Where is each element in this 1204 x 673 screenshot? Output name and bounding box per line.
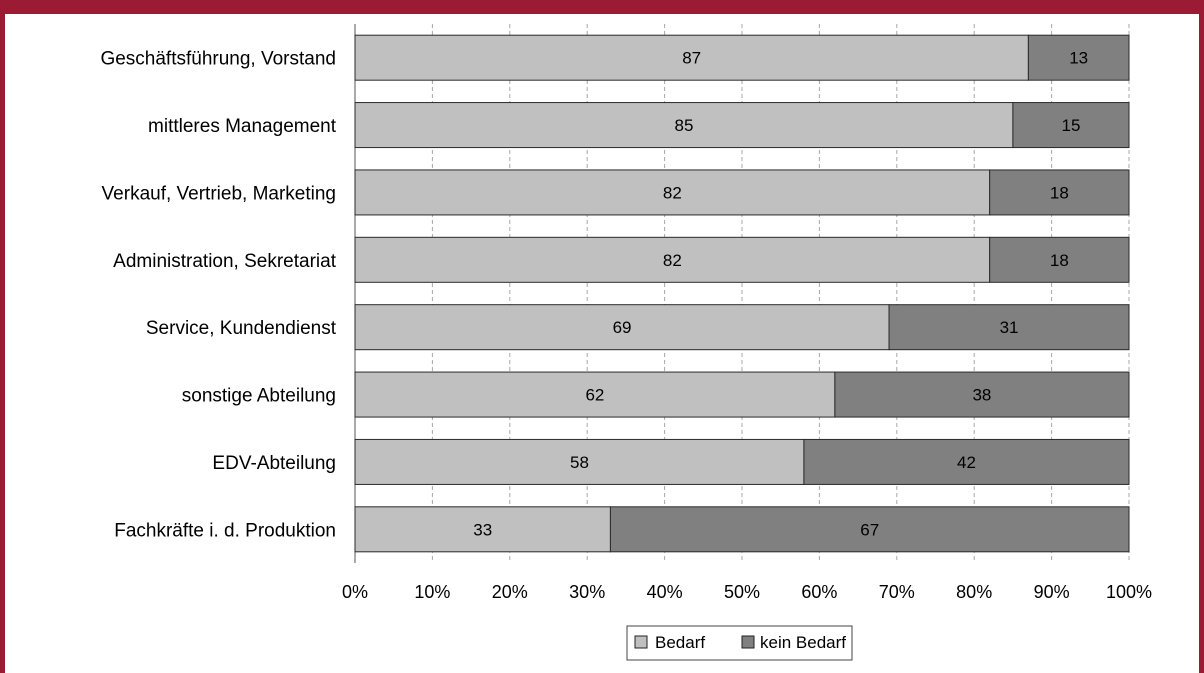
- x-tick-3: 30%: [569, 582, 605, 602]
- bar-bedarf-2: [354, 169, 991, 216]
- category-label-5: sonstige Abteilung: [182, 386, 336, 407]
- x-tick-7: 70%: [879, 582, 915, 602]
- data-label-kein-bedarf-5: 38: [972, 386, 991, 405]
- data-label-kein-bedarf-2: 18: [1050, 183, 1069, 202]
- category-labels: Geschäftsführung, Vorstand mittleres Mana…: [100, 49, 336, 542]
- legend-swatch-kein-bedarf: [741, 635, 755, 649]
- bar-kein-bedarf-3: [989, 236, 1130, 283]
- data-label-kein-bedarf-1: 15: [1061, 116, 1080, 135]
- x-tick-4: 40%: [647, 582, 683, 602]
- legend-box: [626, 625, 853, 661]
- bar-bedarf-5: [354, 371, 836, 418]
- x-tick-10: 100%: [1106, 582, 1152, 602]
- legend-swatch-bedarf: [634, 635, 648, 649]
- category-label-6: EDV-Abteilung: [212, 453, 336, 474]
- data-label-kein-bedarf-4: 31: [1000, 318, 1019, 337]
- bar-kein-bedarf-2: [989, 169, 1130, 216]
- category-label-7: Fachkräfte i. d. Produktion: [114, 520, 336, 541]
- x-tick-6: 60%: [801, 582, 837, 602]
- bar-kein-bedarf-6: [803, 438, 1130, 485]
- x-tick-2: 20%: [492, 582, 528, 602]
- bars: 87 13 85 15 82 18 82 18 69 31 62 38 58 42 33 67: [354, 34, 1130, 553]
- bar-bedarf-6: [354, 438, 805, 485]
- category-label-3: Administration, Sekretariat: [113, 251, 337, 272]
- category-label-4: Service, Kundendienst: [146, 318, 337, 339]
- category-label-0: Geschäftsführung, Vorstand: [100, 49, 336, 70]
- legend: Bedarf kein Bedarf: [626, 625, 853, 661]
- data-label-bedarf-5: 62: [585, 386, 604, 405]
- bar-bedarf-1: [354, 102, 1014, 149]
- x-tick-1: 10%: [414, 582, 450, 602]
- bar-kein-bedarf-5: [834, 371, 1130, 418]
- x-tick-0: 0%: [342, 582, 368, 602]
- data-label-kein-bedarf-7: 67: [860, 520, 879, 539]
- data-label-bedarf-1: 85: [674, 116, 693, 135]
- bar-kein-bedarf-1: [1012, 102, 1130, 149]
- legend-label-bedarf: Bedarf: [655, 633, 705, 652]
- data-label-bedarf-2: 82: [663, 183, 682, 202]
- bar-kein-bedarf-0: [1027, 34, 1130, 81]
- category-label-2: Verkauf, Vertrieb, Marketing: [102, 183, 336, 204]
- bar-bedarf-3: [354, 236, 991, 283]
- legend-label-kein-bedarf: kein Bedarf: [760, 633, 846, 652]
- data-label-bedarf-3: 82: [663, 251, 682, 270]
- category-label-1: mittleres Management: [148, 116, 337, 137]
- data-label-bedarf-0: 87: [682, 49, 701, 68]
- data-label-bedarf-6: 58: [570, 453, 589, 472]
- data-label-bedarf-4: 69: [613, 318, 632, 337]
- bar-bedarf-7: [354, 506, 611, 553]
- bar-bedarf-4: [354, 304, 890, 351]
- x-tick-8: 80%: [956, 582, 992, 602]
- data-label-bedarf-7: 33: [473, 520, 492, 539]
- bar-kein-bedarf-7: [609, 506, 1130, 553]
- data-label-kein-bedarf-6: 42: [957, 453, 976, 472]
- bar-kein-bedarf-4: [888, 304, 1130, 351]
- data-label-kein-bedarf-3: 18: [1050, 251, 1069, 270]
- x-tick-9: 90%: [1034, 582, 1070, 602]
- data-label-kein-bedarf-0: 13: [1069, 49, 1088, 68]
- bar-bedarf-0: [354, 34, 1029, 81]
- x-axis-ticks: 0% 10% 20% 30% 40% 50% 60% 70% 80% 90% 100%: [342, 582, 1152, 602]
- x-tick-5: 50%: [724, 582, 760, 602]
